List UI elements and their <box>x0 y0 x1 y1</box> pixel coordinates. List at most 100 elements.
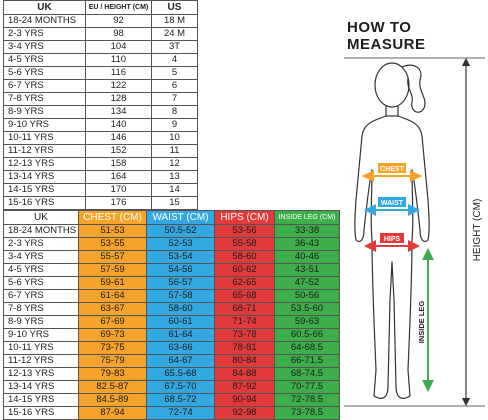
size-cell-eu-height: 176 <box>85 196 152 210</box>
measure-cell-chest: 87-94 <box>78 406 147 420</box>
measure-cell-waist: 54-56 <box>146 263 215 277</box>
size-cell-uk: 12-13 YRS <box>3 157 86 171</box>
measure-cell-hips: 84-88 <box>214 367 275 381</box>
measure-cell-waist: 63-66 <box>146 341 215 355</box>
measure-cell-hips: 60-62 <box>214 263 275 277</box>
size-cell-us: 6 <box>151 79 198 93</box>
size-table-row: 18-24 MONTHS 92 18 M <box>3 14 198 28</box>
measure-cell-uk: 2-3 YRS <box>3 237 79 251</box>
measure-cell-uk: 4-5 YRS <box>3 263 79 277</box>
measure-cell-hips: 62-65 <box>214 276 275 290</box>
measure-cell-hips: 90-94 <box>214 393 275 407</box>
measure-cell-uk: 13-14 YRS <box>3 380 79 394</box>
measure-table-row: 18-24 MONTHS 51-53 50.5-52 53-56 33-38 <box>3 224 340 238</box>
size-cell-us: 12 <box>151 157 198 171</box>
measure-table-row: 12-13 YRS 79-83 65.5-68 84-88 68-74.5 <box>3 367 340 381</box>
measure-header-chest: CHEST (CM) <box>78 210 147 225</box>
waist-label: WAIST <box>381 200 404 207</box>
size-table-row: 11-12 YRS 152 11 <box>3 144 198 158</box>
size-cell-us: 10 <box>151 131 198 145</box>
measure-cell-waist: 61-64 <box>146 328 215 342</box>
measure-cell-chest: 73-75 <box>78 341 147 355</box>
size-table-row: 5-6 YRS 116 5 <box>3 66 198 80</box>
measure-cell-waist: 53-54 <box>146 250 215 264</box>
size-cell-eu-height: 158 <box>85 157 152 171</box>
size-cell-us: 11 <box>151 144 198 158</box>
measure-cell-uk: 14-15 YRS <box>3 393 79 407</box>
measure-cell-chest: 55-57 <box>78 250 147 264</box>
measure-table-row: 9-10 YRS 69-73 61-64 73-78 60.5-66 <box>3 328 340 342</box>
size-cell-uk: 7-8 YRS <box>3 92 86 106</box>
measure-cell-waist: 50.5-52 <box>146 224 215 238</box>
measure-table-row: 4-5 YRS 57-59 54-56 60-62 43-51 <box>3 263 340 277</box>
size-cell-us: 24 M <box>151 27 198 41</box>
measure-cell-inside-leg: 68-74.5 <box>274 367 340 381</box>
size-cell-uk: 8-9 YRS <box>3 105 86 119</box>
measure-table-row: 15-16 YRS 87-94 72-74 92-98 73-78.5 <box>3 406 340 420</box>
size-cell-eu-height: 104 <box>85 40 152 54</box>
size-header-eu-height: EU / HEIGHT (CM) <box>85 0 152 15</box>
measure-cell-inside-leg: 59-63 <box>274 315 340 329</box>
chest-label: CHEST <box>380 166 404 173</box>
size-cell-us: 3T <box>151 40 198 54</box>
size-cell-us: 15 <box>151 196 198 210</box>
size-cell-eu-height: 164 <box>85 170 152 184</box>
size-cell-uk: 14-15 YRS <box>3 183 86 197</box>
size-cell-eu-height: 170 <box>85 183 152 197</box>
measure-table-row: 5-6 YRS 59-61 56-57 62-65 47-52 <box>3 276 340 290</box>
measure-cell-chest: 63-67 <box>78 302 147 316</box>
measure-cell-uk: 10-11 YRS <box>3 341 79 355</box>
size-cell-us: 18 M <box>151 14 198 28</box>
measure-cell-uk: 11-12 YRS <box>3 354 79 368</box>
size-cell-us: 8 <box>151 105 198 119</box>
measure-cell-inside-leg: 70-77.5 <box>274 380 340 394</box>
measure-cell-inside-leg: 40-46 <box>274 250 340 264</box>
measure-cell-inside-leg: 43-51 <box>274 263 340 277</box>
measure-cell-uk: 18-24 MONTHS <box>3 224 79 238</box>
size-table-row: 10-11 YRS 146 10 <box>3 131 198 145</box>
measure-cell-waist: 52-53 <box>146 237 215 251</box>
size-cell-eu-height: 140 <box>85 118 152 132</box>
measure-table-row: 3-4 YRS 55-57 53-54 58-60 40-46 <box>3 250 340 264</box>
measure-cell-waist: 58-60 <box>146 302 215 316</box>
size-conversion-table: UK EU / HEIGHT (CM) US 18-24 MONTHS 92 18 … <box>3 0 198 210</box>
measure-cell-waist: 56-57 <box>146 276 215 290</box>
girl-silhouette <box>354 62 430 399</box>
measure-cell-uk: 12-13 YRS <box>3 367 79 381</box>
measure-cell-inside-leg: 60.5-66 <box>274 328 340 342</box>
measure-cell-waist: 68.5-72 <box>146 393 215 407</box>
size-cell-eu-height: 110 <box>85 53 152 67</box>
size-table-row: 3-4 YRS 104 3T <box>3 40 198 54</box>
measure-cell-inside-leg: 50-56 <box>274 289 340 303</box>
measure-cell-inside-leg: 72-78.5 <box>274 393 340 407</box>
measure-cell-uk: 3-4 YRS <box>3 250 79 264</box>
measure-table-row: 8-9 YRS 67-69 60-61 71-74 59-63 <box>3 315 340 329</box>
size-cell-eu-height: 152 <box>85 144 152 158</box>
measure-table-header-row: UK CHEST (CM) WAIST (CM) HIPS (CM) INSID… <box>3 210 340 225</box>
measure-cell-inside-leg: 36-43 <box>274 237 340 251</box>
measure-cell-hips: 78-81 <box>214 341 275 355</box>
measure-table-row: 14-15 YRS 84.5-89 68.5-72 90-94 72-78.5 <box>3 393 340 407</box>
measure-cell-hips: 87-92 <box>214 380 275 394</box>
measure-cell-waist: 64-67 <box>146 354 215 368</box>
size-cell-uk: 11-12 YRS <box>3 144 86 158</box>
size-cell-uk: 9-10 YRS <box>3 118 86 132</box>
measure-cell-uk: 6-7 YRS <box>3 289 79 303</box>
measure-cell-hips: 53-56 <box>214 224 275 238</box>
size-cell-us: 7 <box>151 92 198 106</box>
measure-cell-hips: 92-98 <box>214 406 275 420</box>
measure-table-row: 11-12 YRS 75-79 64-67 80-84 66-71.5 <box>3 354 340 368</box>
measure-cell-waist: 57-58 <box>146 289 215 303</box>
measure-header-uk: UK <box>3 210 79 225</box>
size-cell-uk: 3-4 YRS <box>3 40 86 54</box>
measure-cell-chest: 57-59 <box>78 263 147 277</box>
size-cell-us: 4 <box>151 53 198 67</box>
measuring-figure-illustration: CHEST WAIST HIPS INSIDE LEG HEIGHT (CM) <box>344 57 485 407</box>
measure-cell-hips: 71-74 <box>214 315 275 329</box>
size-cell-uk: 10-11 YRS <box>3 131 86 145</box>
measure-cell-hips: 58-60 <box>214 250 275 264</box>
measure-cell-chest: 53-55 <box>78 237 147 251</box>
measure-cell-uk: 7-8 YRS <box>3 302 79 316</box>
measure-cell-inside-leg: 47-52 <box>274 276 340 290</box>
measure-cell-uk: 5-6 YRS <box>3 276 79 290</box>
